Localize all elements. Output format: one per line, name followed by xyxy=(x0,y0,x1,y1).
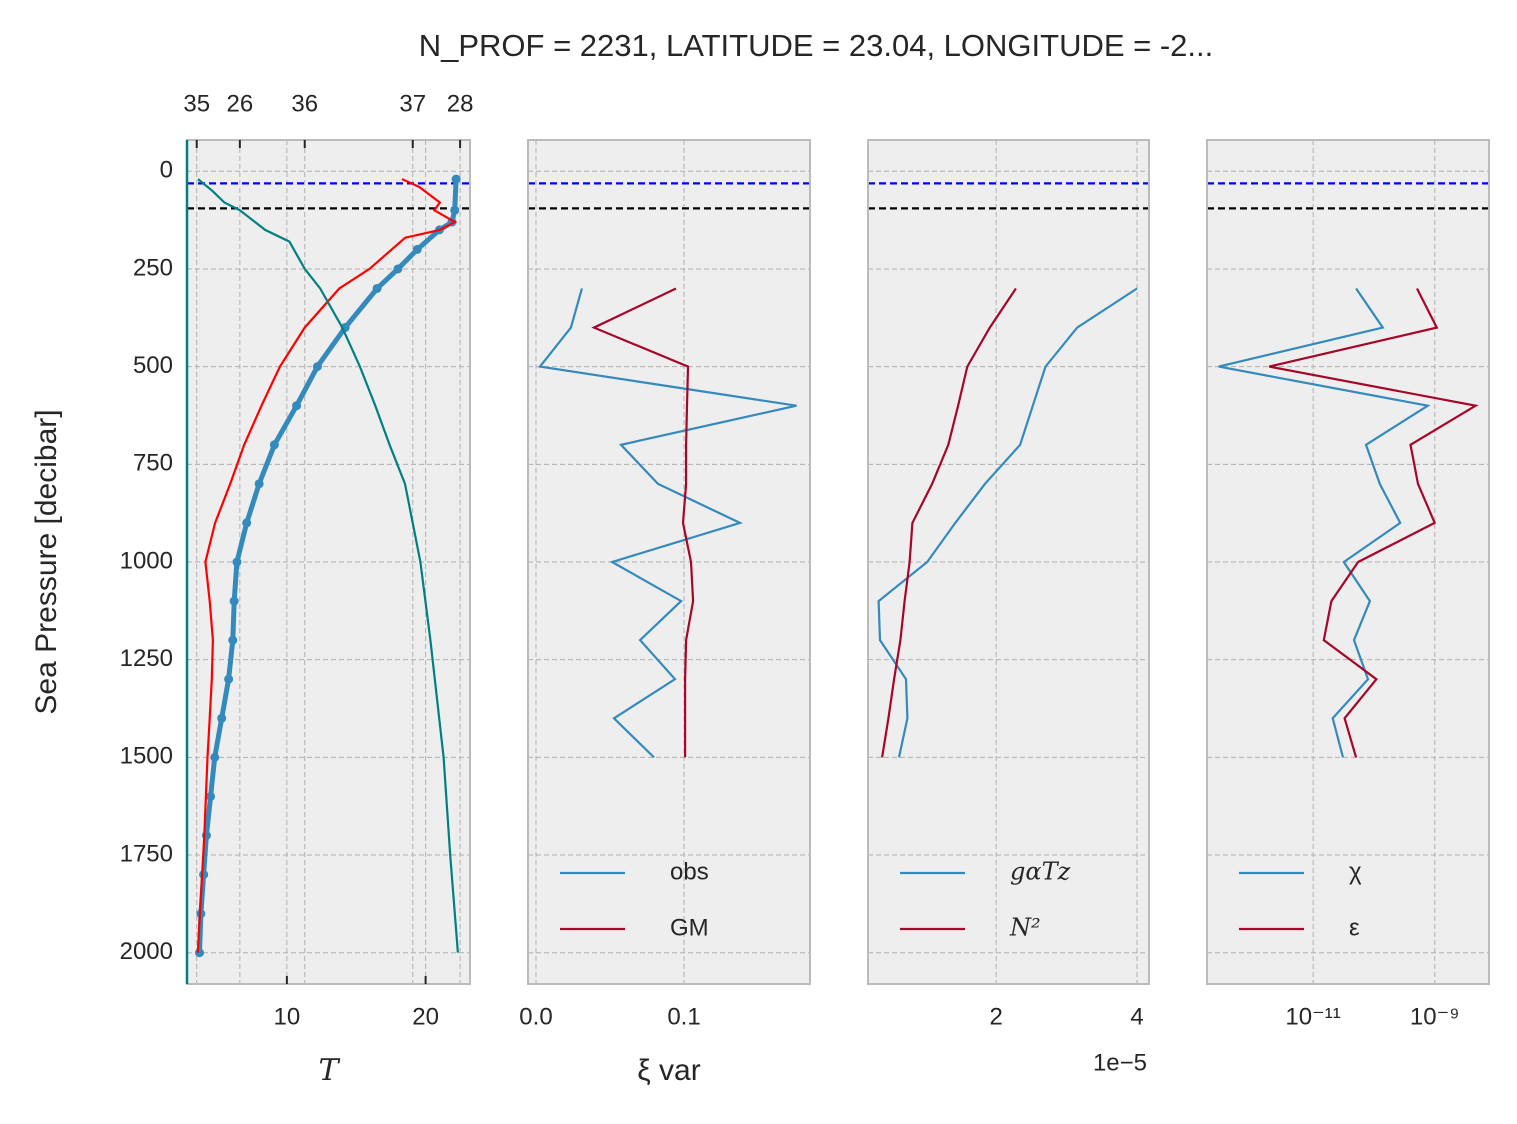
profile-marker xyxy=(412,244,422,254)
top-tick-label: 35 xyxy=(183,90,210,117)
y-tick-label: 2000 xyxy=(120,938,173,965)
x-tick-label: 0.0 xyxy=(519,1003,552,1030)
y-tick-label: 1500 xyxy=(120,743,173,770)
profile-marker xyxy=(194,948,204,958)
y-tick-label: 500 xyxy=(133,352,173,379)
x-tick-label: 10 xyxy=(274,1003,301,1030)
x-tick-label: 10⁻¹¹ xyxy=(1285,1003,1340,1030)
profile-marker xyxy=(229,596,239,606)
y-tick-label: 750 xyxy=(133,450,173,477)
y-tick-label: 0 xyxy=(160,157,173,184)
legend-label: gαTz xyxy=(1010,858,1071,886)
profile-line xyxy=(881,287,1017,758)
y-tick-label: 1250 xyxy=(120,645,173,672)
y-tick-label: 1750 xyxy=(120,840,173,867)
plot-frame xyxy=(1206,139,1490,985)
profile-line xyxy=(877,287,1138,758)
x-tick-label: 2 xyxy=(989,1003,1002,1030)
x-tick-label: 4 xyxy=(1130,1003,1143,1030)
profile-marker xyxy=(393,264,403,274)
profile-line xyxy=(197,178,459,953)
legend-label: GM xyxy=(670,914,709,941)
y-tick-label: 250 xyxy=(133,254,173,281)
profile-marker xyxy=(292,401,302,411)
profile-marker xyxy=(224,674,234,684)
profile-line xyxy=(1268,288,1479,758)
profile-marker xyxy=(210,752,220,762)
profile-marker xyxy=(372,283,382,293)
profile-marker xyxy=(199,870,209,880)
profile-marker xyxy=(312,362,322,372)
profile-line xyxy=(537,288,797,759)
profile-marker xyxy=(228,635,238,645)
profile-line xyxy=(197,178,459,953)
profile-marker xyxy=(254,479,264,489)
x-tick-label: 0.1 xyxy=(667,1003,700,1030)
plot-frame xyxy=(527,139,811,985)
profile-marker xyxy=(450,205,460,215)
profile-line xyxy=(591,287,695,758)
y-tick-label: 1000 xyxy=(120,547,173,574)
legend-label: χ xyxy=(1349,858,1362,885)
profile-line xyxy=(1218,287,1431,758)
profile-marker xyxy=(451,174,461,184)
profile-marker xyxy=(217,713,227,723)
plot-frame xyxy=(867,139,1150,985)
top-tick-label: 26 xyxy=(227,90,254,117)
x-offset-label: 1e−5 xyxy=(1093,1049,1147,1076)
top-tick-label: 28 xyxy=(447,90,474,117)
legend-label: ε xyxy=(1349,914,1360,941)
profile-line xyxy=(196,178,458,953)
x-axis-label: ξ var xyxy=(637,1054,700,1087)
x-tick-label: 10⁻⁹ xyxy=(1410,1003,1460,1030)
profile-marker xyxy=(232,557,242,567)
top-tick-label: 37 xyxy=(399,90,426,117)
profile-marker xyxy=(206,791,216,801)
x-tick-label: 20 xyxy=(412,1003,439,1030)
profile-marker xyxy=(269,440,279,450)
legend-label: obs xyxy=(670,858,709,885)
x-axis-label: T xyxy=(318,1053,340,1088)
legend-label: N² xyxy=(1009,914,1041,942)
profile-marker xyxy=(242,518,252,528)
top-tick-label: 36 xyxy=(291,90,318,117)
figure-title: N_PROF = 2231, LATITUDE = 23.04, LONGITU… xyxy=(419,28,1214,63)
y-axis-label: Sea Pressure [decibar] xyxy=(30,409,63,714)
